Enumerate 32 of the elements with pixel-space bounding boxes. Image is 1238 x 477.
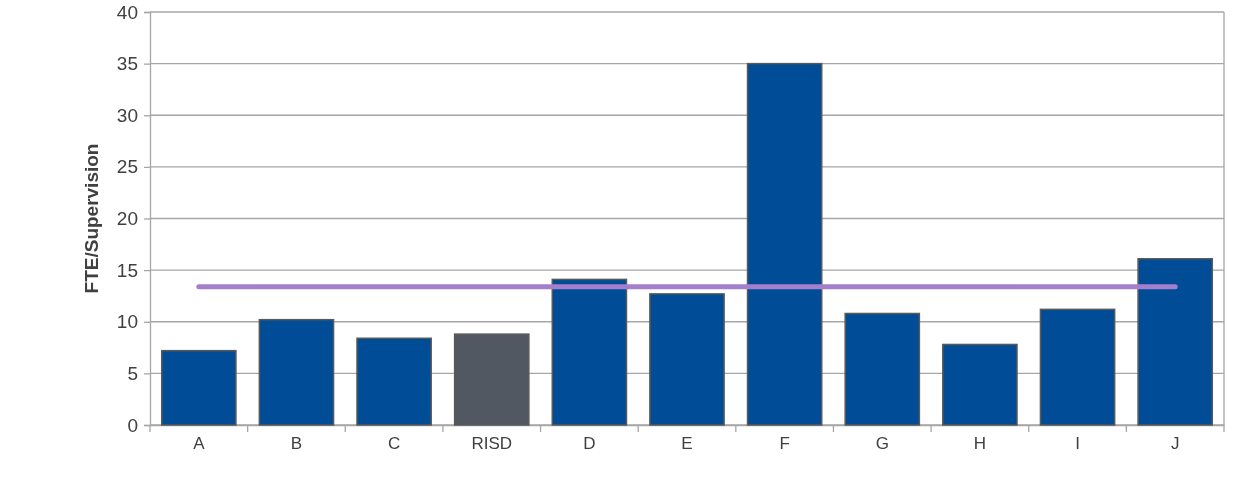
bar bbox=[160, 349, 237, 426]
bar bbox=[844, 312, 921, 426]
y-tick-label: 20 bbox=[116, 208, 138, 230]
x-tick-label: H bbox=[973, 434, 987, 454]
bar bbox=[942, 343, 1018, 426]
bar bbox=[746, 62, 823, 426]
x-tick-label: B bbox=[290, 434, 303, 454]
x-tick-label: E bbox=[681, 434, 693, 454]
x-tick-label: I bbox=[1075, 434, 1080, 454]
x-tick-label: RISD bbox=[471, 434, 513, 454]
x-tick-label: C bbox=[387, 434, 401, 454]
x-tick-label: A bbox=[193, 434, 206, 454]
x-tick-label: G bbox=[875, 434, 889, 454]
bar bbox=[1137, 258, 1214, 426]
bar bbox=[258, 318, 335, 426]
y-tick-label: 0 bbox=[127, 414, 138, 436]
x-tick-label: J bbox=[1170, 434, 1180, 454]
y-tick-label: 25 bbox=[116, 156, 138, 178]
bar bbox=[356, 337, 432, 426]
x-tick-label: D bbox=[583, 434, 596, 454]
y-axis-title: FTE/Supervision bbox=[81, 143, 102, 294]
bar bbox=[551, 278, 628, 426]
y-tick-label: 10 bbox=[116, 311, 138, 333]
bar bbox=[1039, 308, 1116, 426]
y-tick-label: 5 bbox=[127, 362, 138, 384]
y-tick-label: 35 bbox=[116, 53, 138, 75]
bar bbox=[649, 293, 725, 426]
y-tick-label: 40 bbox=[116, 1, 138, 23]
bar bbox=[453, 333, 530, 426]
y-tick-label: 15 bbox=[116, 259, 138, 281]
x-tick-label: F bbox=[779, 434, 790, 454]
y-tick-label: 30 bbox=[116, 104, 138, 126]
